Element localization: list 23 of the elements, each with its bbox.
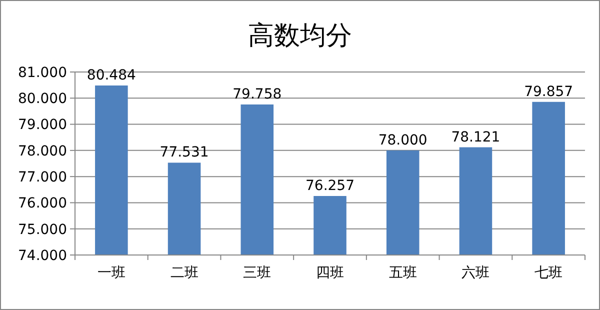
y-tick-label: 80.000: [18, 91, 67, 108]
data-label: 77.531: [160, 144, 209, 161]
y-tick-label: 79.000: [18, 117, 67, 134]
y-tick-label: 81.000: [18, 64, 67, 81]
data-label: 79.758: [232, 86, 282, 102]
data-label: 78.000: [378, 132, 428, 148]
x-tick-label: 三班: [243, 265, 272, 281]
x-tick-label: 二班: [170, 265, 198, 281]
x-tick-label: 一班: [97, 265, 126, 281]
data-label: 79.857: [524, 84, 574, 100]
x-tick-label: 五班: [388, 265, 417, 281]
chart-title: 高数均分: [248, 21, 352, 51]
y-tick-label: 75.000: [18, 222, 67, 238]
y-tick-label: 78.000: [18, 143, 67, 160]
x-tick-label: 六班: [462, 265, 490, 281]
y-tick-label: 77.000: [18, 169, 67, 186]
x-tick-label: 四班: [316, 265, 344, 281]
y-tick-label: 76.000: [18, 196, 67, 212]
y-tick-label: 74.000: [18, 248, 67, 264]
data-label: 78.121: [451, 129, 500, 146]
data-label: 76.257: [306, 178, 354, 194]
x-tick-label: 七班: [534, 265, 563, 281]
data-label: 80.484: [86, 67, 136, 84]
